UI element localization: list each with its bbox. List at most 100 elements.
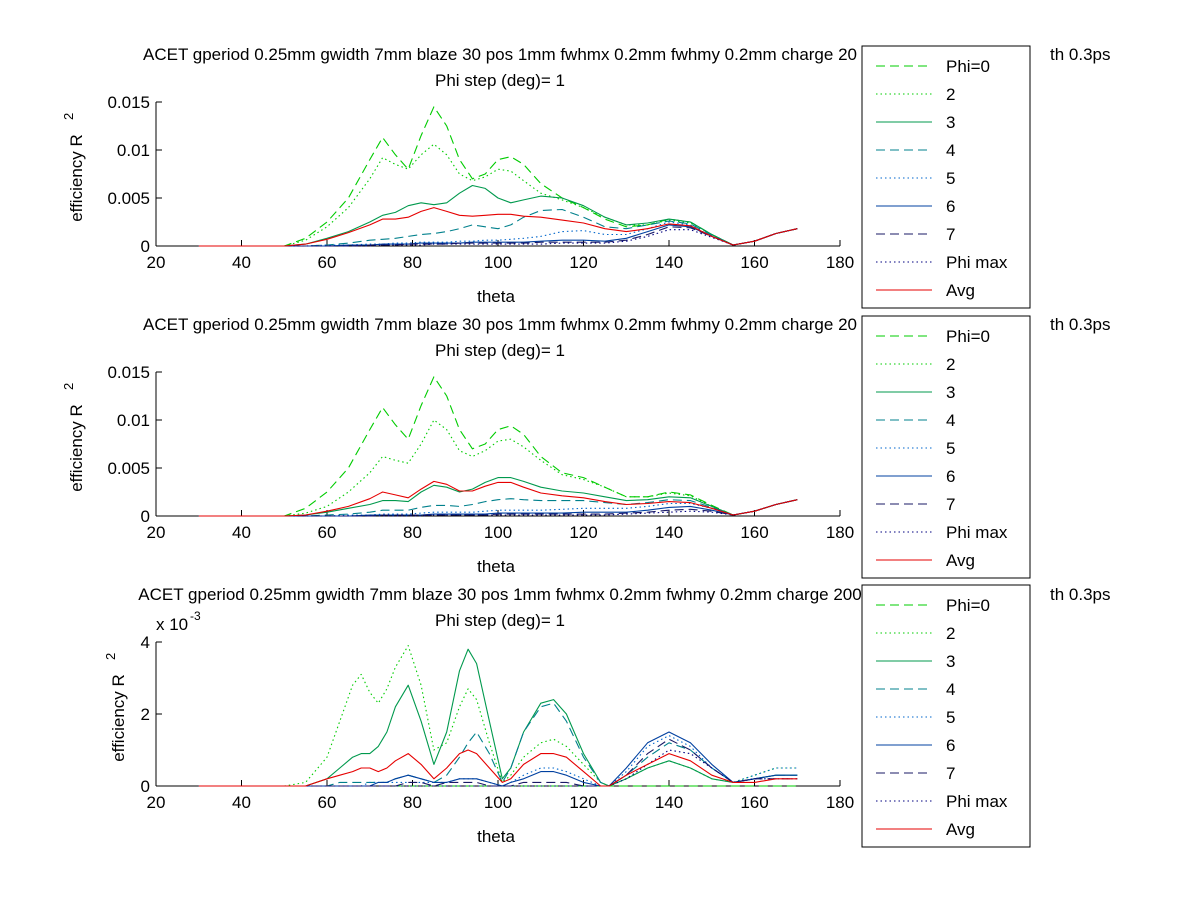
plot-subtitle: Phi step (deg)= 1 xyxy=(435,341,565,360)
x-tick-label: 140 xyxy=(655,523,683,542)
legend-entry-label: Avg xyxy=(946,281,975,300)
plot-subtitle: Phi step (deg)= 1 xyxy=(435,71,565,90)
series-line-8 xyxy=(198,228,798,247)
x-tick-label: 140 xyxy=(655,793,683,812)
legend-entry-label: 7 xyxy=(946,764,955,783)
y-axis-label-group: efficiency R 2 xyxy=(61,383,86,492)
plot-title-tail: th 0.3ps xyxy=(1050,45,1111,64)
legend-entry-label: 7 xyxy=(946,225,955,244)
subplot-3: ACET gperiod 0.25mm gwidth 7mm blaze 30 … xyxy=(103,584,1111,848)
legend-box xyxy=(861,315,1031,579)
y-tick-label: 0.005 xyxy=(107,459,150,478)
y-axis-label-group: efficiency R 2 xyxy=(103,653,128,762)
plot-title-tail: th 0.3ps xyxy=(1050,585,1111,604)
legend-entry-label: 5 xyxy=(946,439,955,458)
x-tick-label: 180 xyxy=(826,523,854,542)
legend-entry-label: Phi=0 xyxy=(946,57,990,76)
series-line-4 xyxy=(198,208,798,247)
legend-entry-label: Phi max xyxy=(946,792,1008,811)
legend-entry-label: 2 xyxy=(946,624,955,643)
subplot-1: ACET gperiod 0.25mm gwidth 7mm blaze 30 … xyxy=(61,45,1111,309)
x-tick-label: 120 xyxy=(569,253,597,272)
plot-title: ACET gperiod 0.25mm gwidth 7mm blaze 30 … xyxy=(143,315,857,334)
legend-entry-label: 3 xyxy=(946,652,955,671)
legend-entry-label: Phi=0 xyxy=(946,327,990,346)
x-axis-label: theta xyxy=(477,557,515,576)
series-line-2 xyxy=(198,419,798,517)
legend-entry-label: 6 xyxy=(946,197,955,216)
y-tick-label: 4 xyxy=(141,633,150,652)
y-tick-label: 2 xyxy=(141,705,150,724)
x-tick-label: 180 xyxy=(826,793,854,812)
series-line-5 xyxy=(198,499,798,517)
x-tick-label: 80 xyxy=(403,253,422,272)
series-line-6 xyxy=(198,224,798,247)
legend: Phi=0 2 3 4 5 6 7 Phi max Avg xyxy=(861,315,1031,579)
y-exponent-label: x 10 xyxy=(156,615,188,634)
y-tick-label: 0 xyxy=(141,237,150,256)
series-line-5 xyxy=(198,735,798,787)
y-tick-label: 0.01 xyxy=(117,141,150,160)
x-tick-label: 20 xyxy=(147,253,166,272)
x-tick-label: 20 xyxy=(147,793,166,812)
legend-entry-label: Phi=0 xyxy=(946,596,990,615)
y-axis-label: efficiency R xyxy=(109,674,128,762)
x-tick-label: 160 xyxy=(740,523,768,542)
series-line-3 xyxy=(198,477,798,517)
y-exponent-superscript: -3 xyxy=(190,609,201,623)
plot-title: ACET gperiod 0.25mm gwidth 7mm blaze 30 … xyxy=(138,585,861,604)
x-tick-label: 100 xyxy=(484,253,512,272)
legend: Phi=0 2 3 4 5 6 7 Phi max Avg xyxy=(861,45,1031,309)
x-tick-label: 160 xyxy=(740,253,768,272)
series-line-9 xyxy=(198,749,798,787)
series-line-7 xyxy=(198,226,798,247)
plot-title-tail: th 0.3ps xyxy=(1050,315,1111,334)
legend-entry-label: 3 xyxy=(946,383,955,402)
x-tick-label: 40 xyxy=(232,253,251,272)
x-tick-label: 180 xyxy=(826,253,854,272)
series-line-9 xyxy=(198,207,798,247)
y-axis-label-group: efficiency R 2 xyxy=(61,113,86,222)
series-line-8 xyxy=(198,749,798,787)
legend-entry-label: 4 xyxy=(946,680,955,699)
series-line-8 xyxy=(198,499,798,517)
y-axis-label: efficiency R xyxy=(67,404,86,492)
legend-box xyxy=(861,584,1031,848)
legend-entry-label: 6 xyxy=(946,736,955,755)
legend-entry-label: 4 xyxy=(946,411,955,430)
x-tick-label: 100 xyxy=(484,523,512,542)
x-tick-label: 80 xyxy=(403,523,422,542)
x-tick-label: 60 xyxy=(318,253,337,272)
y-axis-label: efficiency R xyxy=(67,134,86,222)
series-line-4 xyxy=(198,702,798,787)
series-line-3 xyxy=(198,648,798,787)
plot-title: ACET gperiod 0.25mm gwidth 7mm blaze 30 … xyxy=(143,45,857,64)
legend-entry-label: Phi max xyxy=(946,523,1008,542)
series-line-3 xyxy=(198,184,798,247)
x-axis-label: theta xyxy=(477,287,515,306)
series-line-9 xyxy=(198,480,798,517)
x-tick-label: 60 xyxy=(318,793,337,812)
legend-entry-label: 2 xyxy=(946,85,955,104)
legend-box xyxy=(861,45,1031,309)
subplot-2: ACET gperiod 0.25mm gwidth 7mm blaze 30 … xyxy=(61,315,1111,579)
x-tick-label: 160 xyxy=(740,793,768,812)
series-line-2 xyxy=(198,645,798,787)
x-tick-label: 140 xyxy=(655,253,683,272)
legend-entry-label: Phi max xyxy=(946,253,1008,272)
x-tick-label: 80 xyxy=(403,793,422,812)
y-axis-label-superscript: 2 xyxy=(61,113,76,120)
y-tick-label: 0.01 xyxy=(117,411,150,430)
legend-entry-label: Avg xyxy=(946,551,975,570)
y-tick-label: 0.015 xyxy=(107,93,150,112)
legend-entry-label: 5 xyxy=(946,708,955,727)
series-line-2 xyxy=(198,143,798,247)
x-tick-label: 20 xyxy=(147,523,166,542)
y-axis-label-superscript: 2 xyxy=(103,653,118,660)
y-axis-label-superscript: 2 xyxy=(61,383,76,390)
x-tick-label: 40 xyxy=(232,793,251,812)
legend-entry-label: 2 xyxy=(946,355,955,374)
legend-entry-label: 3 xyxy=(946,113,955,132)
